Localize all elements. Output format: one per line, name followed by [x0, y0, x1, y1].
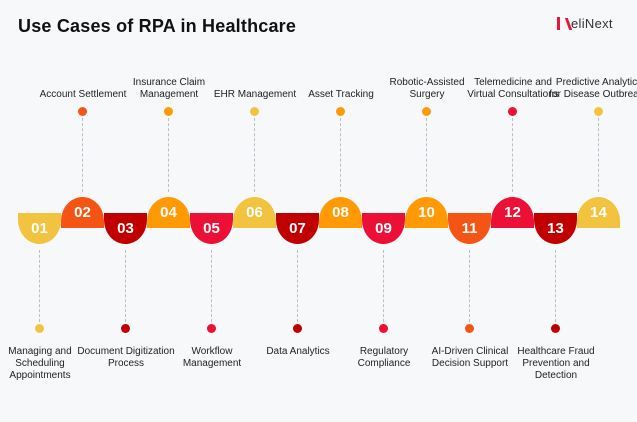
step-number: 02	[74, 204, 91, 221]
step-number-badge: 07	[276, 213, 319, 244]
step-label: Regulatory Compliance	[357, 346, 411, 369]
step-label: Data Analytics	[266, 346, 330, 357]
step-label: Workflow Management	[182, 346, 242, 369]
step-number: 04	[160, 204, 177, 221]
step-number-badge: 14	[577, 197, 620, 228]
step-label: Predictive Analytics for Disease Outbrea…	[549, 77, 637, 100]
step-number: 08	[332, 204, 349, 221]
step-number: 14	[590, 204, 607, 221]
step-label: Asset Tracking	[308, 89, 374, 100]
step-number-badge: 02	[61, 197, 104, 228]
step-label: Account Settlement	[39, 89, 127, 100]
dashed-connector	[469, 250, 470, 322]
elinext-logo-icon	[557, 15, 567, 31]
step-dot	[164, 107, 173, 116]
step-number: 05	[203, 220, 220, 237]
step-dot	[551, 324, 560, 333]
dashed-connector	[168, 118, 169, 192]
step-dot	[121, 324, 130, 333]
step-dot	[293, 324, 302, 333]
dashed-connector	[211, 250, 212, 322]
step-number: 09	[375, 220, 392, 237]
step-number-badge: 12	[491, 197, 534, 228]
step-dot	[594, 107, 603, 116]
step-dot	[508, 107, 517, 116]
step-dot	[465, 324, 474, 333]
step-dot	[336, 107, 345, 116]
step-number-badge: 04	[147, 197, 190, 228]
dashed-connector	[297, 250, 298, 322]
step-dot	[250, 107, 259, 116]
step-number-badge: 11	[448, 213, 491, 244]
step-number: 10	[418, 204, 435, 221]
step-label: Healthcare Fraud Prevention and Detectio…	[517, 346, 595, 381]
step-label: Telemedicine and Virtual Consultations	[467, 77, 559, 100]
step-dot	[379, 324, 388, 333]
step-number: 12	[504, 204, 521, 221]
step-label: Insurance Claim Management	[132, 77, 206, 100]
dashed-connector	[254, 118, 255, 192]
step-dot	[207, 324, 216, 333]
step-label: AI-Driven Clinical Decision Support	[431, 346, 509, 369]
step-number: 06	[246, 204, 263, 221]
elinext-logo: eliNext	[557, 15, 613, 31]
dashed-connector	[125, 250, 126, 322]
dashed-connector	[82, 118, 83, 192]
step-label: Document Digitization Process	[77, 346, 175, 369]
step-number-badge: 09	[362, 213, 405, 244]
step-number: 03	[117, 220, 134, 237]
step-label: Managing and Scheduling Appointments	[8, 346, 72, 381]
step-number-badge: 08	[319, 197, 362, 228]
dashed-connector	[426, 118, 427, 192]
step-number: 11	[461, 220, 478, 237]
step-number-badge: 03	[104, 213, 147, 244]
step-number: 01	[31, 220, 48, 237]
step-number-badge: 10	[405, 197, 448, 228]
step-dot	[78, 107, 87, 116]
dashed-connector	[340, 118, 341, 192]
dashed-connector	[39, 250, 40, 322]
step-dot	[35, 324, 44, 333]
step-number-badge: 06	[233, 197, 276, 228]
dashed-connector	[383, 250, 384, 322]
step-label: Robotic-Assisted Surgery	[389, 77, 465, 100]
page-title: Use Cases of RPA in Healthcare	[18, 16, 297, 36]
step-number-badge: 13	[534, 213, 577, 244]
logo-text: eliNext	[571, 15, 613, 31]
step-number-badge: 01	[18, 213, 61, 244]
step-label: EHR Management	[213, 89, 297, 100]
step-number: 13	[547, 220, 564, 237]
dashed-connector	[512, 118, 513, 192]
step-number: 07	[289, 220, 306, 237]
dashed-connector	[598, 118, 599, 192]
dashed-connector	[555, 250, 556, 322]
step-dot	[422, 107, 431, 116]
step-number-badge: 05	[190, 213, 233, 244]
